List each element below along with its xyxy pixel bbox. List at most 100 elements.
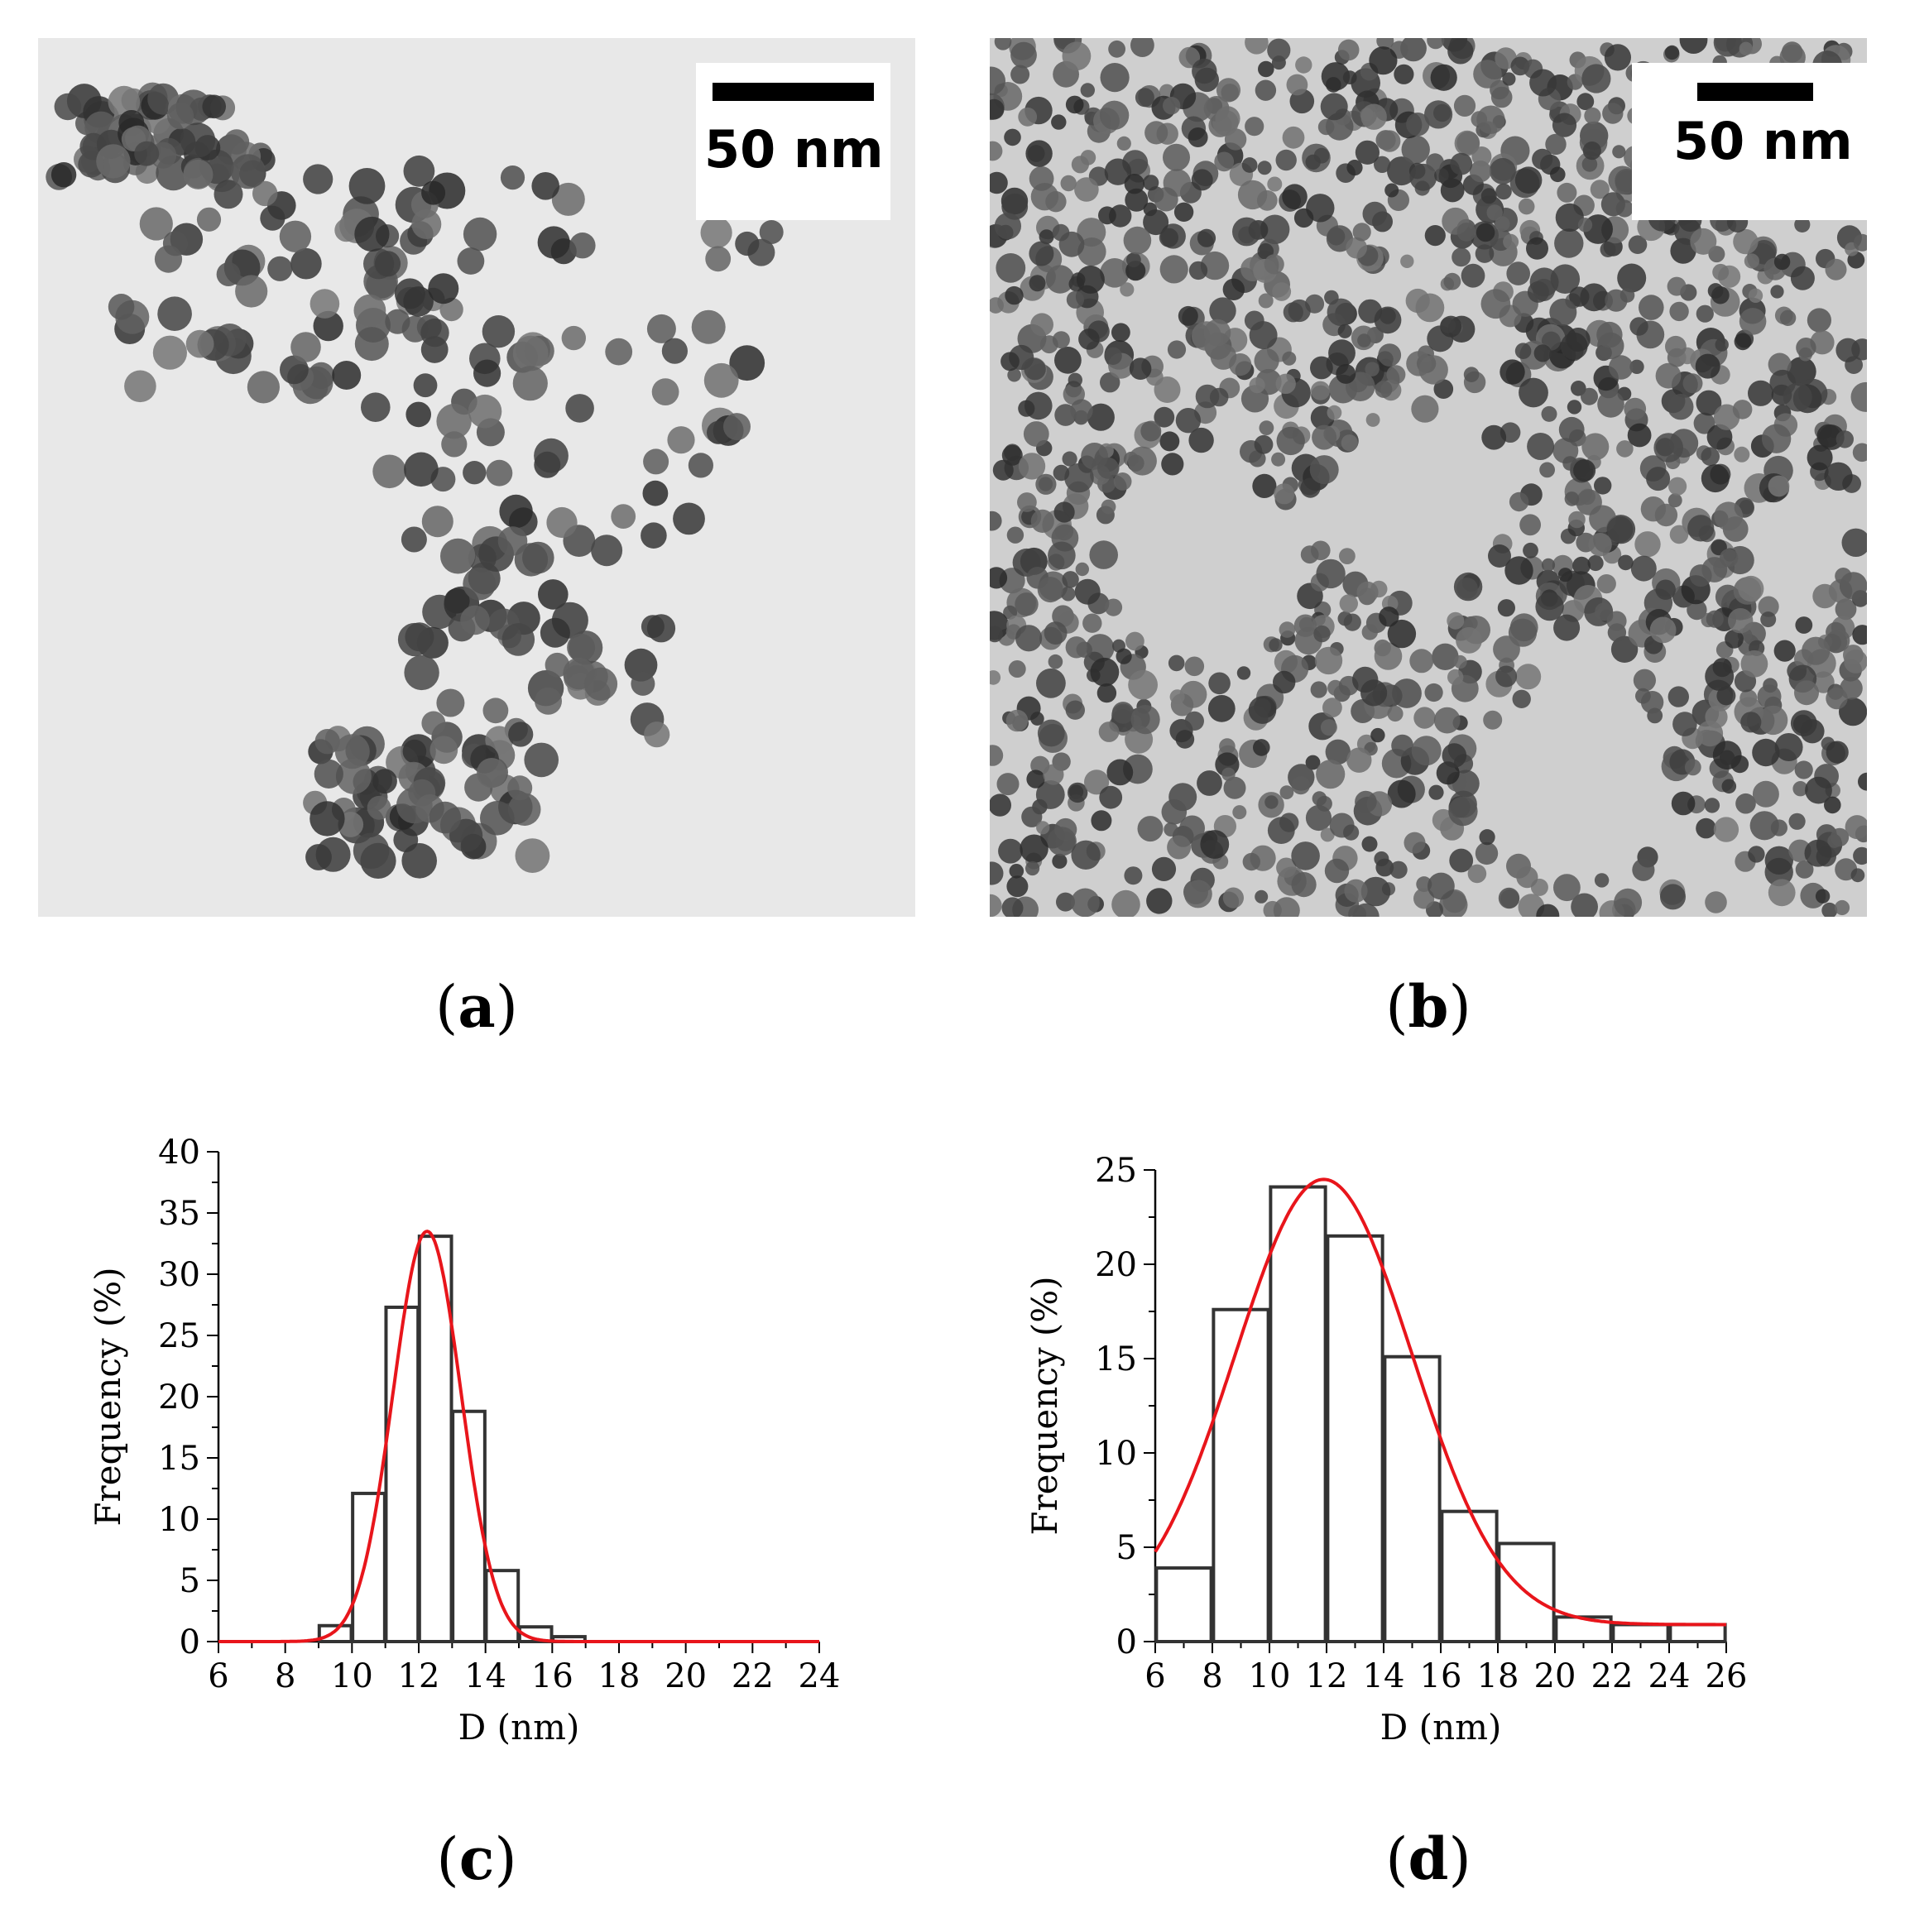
- particle: [1495, 183, 1512, 200]
- particle: [463, 567, 497, 601]
- particle: [1125, 631, 1144, 651]
- particle: [561, 325, 586, 351]
- particle: [1519, 377, 1548, 408]
- histogram-bar: [317, 1623, 353, 1644]
- particle: [499, 494, 533, 529]
- particle: [1310, 681, 1327, 698]
- particle: [644, 722, 670, 748]
- particle: [611, 504, 636, 529]
- x-tick-label: 18: [1477, 1657, 1519, 1695]
- particle: [354, 327, 389, 362]
- particle: [1527, 280, 1549, 303]
- particle: [1184, 711, 1204, 731]
- particle: [1693, 412, 1715, 434]
- particle: [1240, 385, 1269, 413]
- particle: [310, 801, 345, 837]
- particle: [441, 431, 468, 458]
- particle: [1173, 202, 1194, 222]
- x-tick-label: 14: [464, 1657, 506, 1695]
- y-tick-label: 15: [158, 1440, 200, 1478]
- particle: [1036, 821, 1050, 835]
- particle: [1030, 509, 1054, 534]
- particle: [1178, 305, 1198, 326]
- particle: [1588, 533, 1612, 557]
- particle: [1374, 156, 1391, 173]
- particle: [996, 253, 1026, 283]
- particle: [1471, 146, 1492, 166]
- particle: [1087, 403, 1115, 431]
- particle: [1391, 734, 1413, 757]
- particle: [1447, 611, 1465, 630]
- particle: [1432, 643, 1459, 670]
- particle: [1245, 117, 1264, 137]
- particle: [1852, 443, 1867, 463]
- particle: [1671, 791, 1696, 816]
- particle: [1339, 548, 1356, 564]
- particle: [1128, 669, 1158, 700]
- particle: [1254, 348, 1279, 374]
- x-tick-label: 10: [331, 1657, 373, 1695]
- particle: [1320, 93, 1348, 121]
- particle: [1159, 431, 1180, 452]
- particle: [1365, 413, 1380, 427]
- particle: [468, 394, 502, 429]
- particle: [1197, 770, 1222, 796]
- particle: [1752, 780, 1779, 808]
- x-tick-label: 12: [398, 1657, 440, 1695]
- particle: [1595, 602, 1613, 621]
- histogram-d: 6 8 10 12 14 16 18 20 22 24 26 0 5 10 15 20 25 D (nm) Freq…: [952, 1100, 1905, 1787]
- histogram-bar: [1668, 1623, 1727, 1643]
- particle: [1104, 598, 1123, 616]
- particle: [1062, 451, 1077, 467]
- particle: [1010, 41, 1037, 69]
- particle: [1807, 444, 1833, 471]
- particle: [1025, 861, 1040, 876]
- particle: [512, 366, 548, 401]
- particle: [1043, 764, 1064, 785]
- particle: [1612, 145, 1626, 159]
- particle: [1137, 816, 1164, 842]
- particle: [1672, 712, 1697, 736]
- particle: [1834, 899, 1850, 916]
- particle: [1291, 872, 1317, 898]
- particle: [1099, 100, 1130, 130]
- particle: [1614, 888, 1643, 917]
- particle: [1210, 343, 1237, 370]
- particle: [1387, 619, 1417, 649]
- particle: [998, 838, 1023, 864]
- particle: [1341, 434, 1358, 452]
- particle: [1802, 636, 1831, 665]
- particle: [152, 335, 187, 370]
- particle: [315, 837, 351, 872]
- particle: [1748, 846, 1765, 863]
- particle: [1140, 420, 1162, 442]
- particle: [1483, 710, 1503, 730]
- gaussian-fit-curve: [218, 1230, 819, 1643]
- particle: [1812, 583, 1837, 609]
- particle: [480, 801, 515, 836]
- particle: [1314, 646, 1343, 675]
- particle: [1841, 528, 1867, 557]
- particle: [428, 273, 459, 304]
- particle: [1068, 782, 1088, 803]
- particle: [1309, 455, 1339, 485]
- particle: [1545, 133, 1567, 156]
- particle: [1098, 722, 1120, 742]
- particle: [1267, 38, 1291, 62]
- particle: [1167, 340, 1187, 359]
- particle: [1748, 380, 1774, 406]
- particle: [183, 159, 214, 189]
- particle: [1821, 902, 1838, 917]
- particle: [1037, 719, 1065, 747]
- particle: [1573, 459, 1596, 482]
- particle: [1794, 680, 1819, 706]
- particle: [1734, 333, 1752, 351]
- particle: [1594, 477, 1612, 495]
- particle: [1175, 408, 1202, 434]
- particle: [703, 362, 739, 398]
- x-tick-label: 8: [1202, 1657, 1222, 1695]
- scale-label-b: 50 nm: [1673, 111, 1853, 171]
- particle: [1379, 606, 1399, 627]
- particle: [134, 141, 160, 166]
- particle: [1071, 840, 1101, 870]
